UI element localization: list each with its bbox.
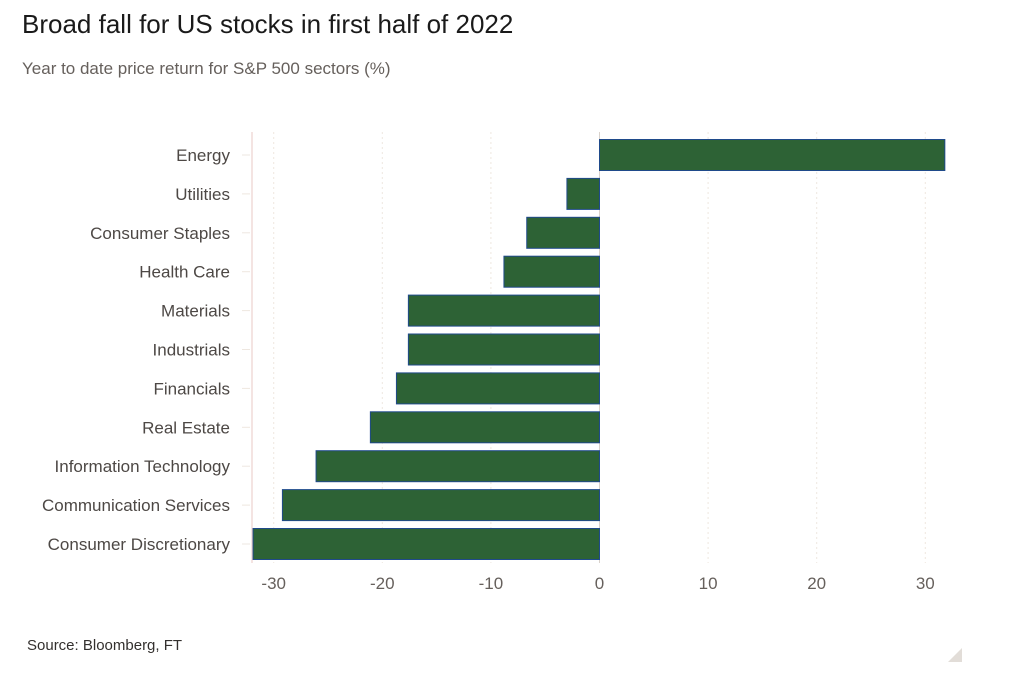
corner-triangle-icon <box>948 648 962 662</box>
category-label: Health Care <box>139 263 230 282</box>
category-label: Energy <box>176 146 230 165</box>
category-label: Utilities <box>175 185 230 204</box>
bar-layer <box>252 139 946 560</box>
bar-industrials <box>407 333 600 366</box>
category-label: Communication Services <box>42 496 230 515</box>
bar-energy <box>599 139 946 171</box>
bar-real-estate <box>369 411 600 444</box>
category-label: Industrials <box>153 341 230 360</box>
x-tick-label: -30 <box>261 574 286 593</box>
bar-consumer-discretionary <box>252 528 600 560</box>
chart-subtitle: Year to date price return for S&P 500 se… <box>22 59 391 78</box>
category-label: Financials <box>153 379 230 398</box>
bar-utilities <box>566 177 600 210</box>
bar-consumer-staples <box>526 216 600 249</box>
bar-information-technology <box>315 450 600 483</box>
tick-label-layer: -30 -20 -10 0 10 20 30 <box>261 574 934 593</box>
source-note: Source: Bloomberg, FT <box>27 637 183 654</box>
bar-communication-services <box>281 489 600 522</box>
x-tick-label: -20 <box>370 574 395 593</box>
category-label: Information Technology <box>55 457 231 476</box>
x-tick-label: 10 <box>699 574 718 593</box>
x-tick-label: -10 <box>479 574 504 593</box>
category-label: Consumer Staples <box>90 224 230 243</box>
x-tick-label: 0 <box>595 574 604 593</box>
bar-materials <box>407 294 600 327</box>
x-tick-label: 20 <box>807 574 826 593</box>
category-label: Real Estate <box>142 418 230 437</box>
category-label: Consumer Discretionary <box>48 535 231 554</box>
category-label-layer: Energy Utilities Consumer Staples Health Ca… <box>42 146 231 554</box>
category-label: Materials <box>161 302 230 321</box>
bar-financials <box>395 372 600 405</box>
bar-health-care <box>503 255 600 288</box>
chart-title: Broad fall for US stocks in first half o… <box>22 9 514 39</box>
x-tick-label: 30 <box>916 574 935 593</box>
